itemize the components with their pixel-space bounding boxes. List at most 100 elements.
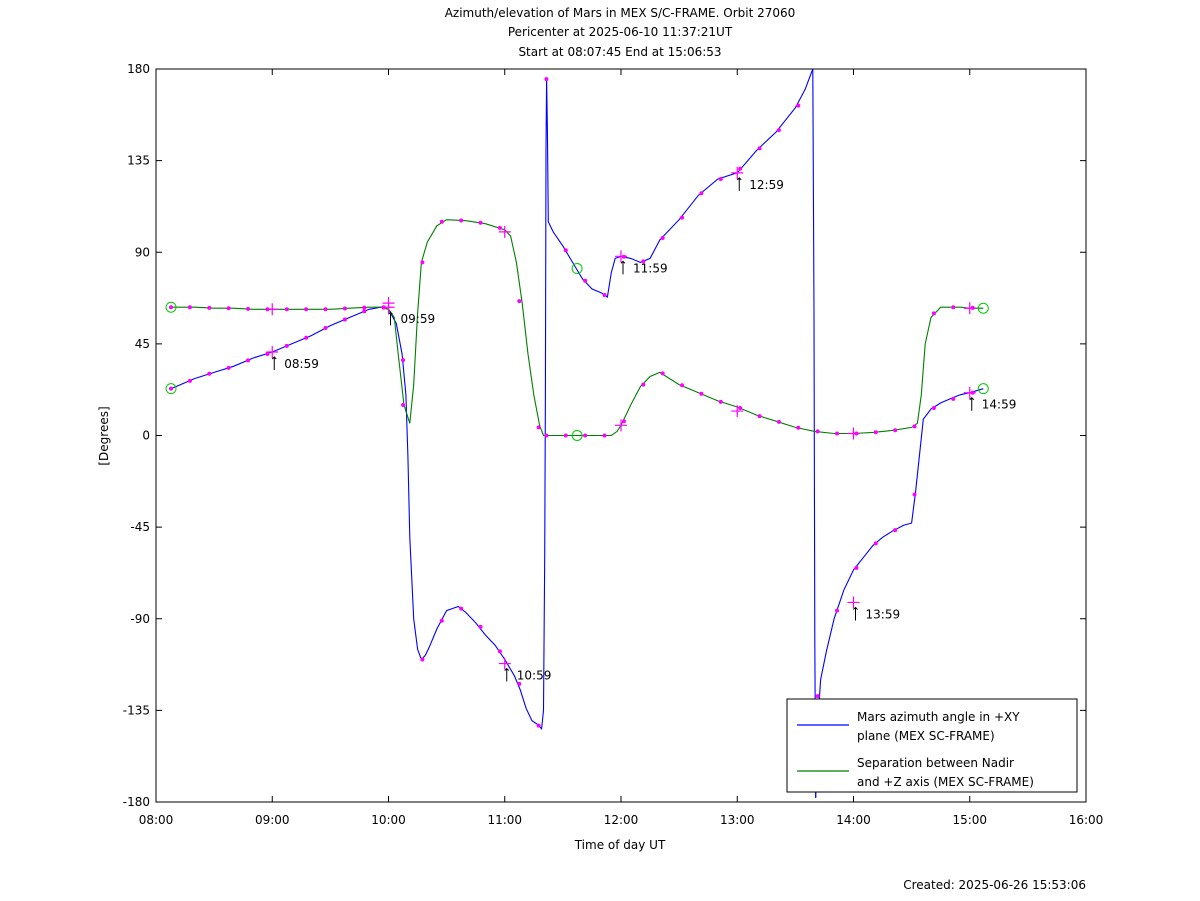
- series-1-point: [951, 396, 956, 401]
- series-2-point: [621, 419, 626, 424]
- series-2-point: [738, 406, 743, 411]
- time-annotation-arrow: [969, 397, 975, 411]
- x-tick-label: 12:00: [604, 813, 639, 827]
- series-1-point: [323, 325, 328, 330]
- end-marker: [977, 302, 989, 314]
- series-line-1: [815, 388, 984, 798]
- created-footer: Created: 2025-06-26 15:53:06: [903, 878, 1086, 892]
- series-1-point: [931, 406, 936, 411]
- x-tick-label: 08:00: [139, 813, 174, 827]
- series-2-point: [951, 305, 956, 310]
- series-2-hour-cross: [266, 303, 279, 316]
- series-1-point: [583, 278, 588, 283]
- series-2-point: [660, 371, 665, 376]
- series-2-point: [815, 429, 820, 434]
- time-annotation-arrow: [620, 260, 626, 275]
- x-tick-label: 16:00: [1069, 813, 1104, 827]
- series-1-point: [226, 365, 231, 370]
- series-1-point: [912, 492, 917, 497]
- y-tick-label: -135: [123, 703, 150, 717]
- series-2-point: [381, 305, 386, 310]
- series-1-point: [544, 77, 549, 82]
- series-1-point: [815, 694, 820, 699]
- series-2-point: [497, 225, 502, 230]
- pericenter-marker: [571, 263, 583, 275]
- series-1-point: [796, 103, 801, 108]
- series-2-point: [478, 220, 483, 225]
- series-2-point: [342, 306, 347, 311]
- series-1-point: [536, 723, 541, 728]
- series-2-point: [284, 307, 289, 312]
- series-2-point: [362, 305, 367, 310]
- legend-label-1: plane (MEX SC-FRAME): [857, 729, 995, 743]
- series-1-hour-cross: [498, 657, 511, 670]
- series-2-point: [893, 428, 898, 433]
- series-2-point: [757, 414, 762, 419]
- series-2-point: [912, 424, 917, 429]
- series-2-hour-cross: [498, 225, 511, 238]
- series-1-point: [362, 309, 367, 314]
- series-line-1: [812, 68, 817, 798]
- y-tick-label: -90: [130, 612, 150, 626]
- series-1-point: [699, 191, 704, 196]
- series-2-point: [776, 419, 781, 424]
- series-2-hour-cross: [847, 427, 860, 440]
- plot-axes: 08:00 09:00 10:00 11:00 12:00 13:00 14:00 15:00…: [123, 62, 1104, 827]
- series-1-point: [563, 248, 568, 253]
- series-2-point: [873, 430, 878, 435]
- series-1-point: [265, 352, 270, 357]
- series-1-hour-cross: [731, 166, 744, 179]
- series-2-point: [187, 305, 192, 310]
- time-annotation-label: 14:59: [982, 398, 1017, 412]
- x-tick-label: 14:00: [836, 813, 871, 827]
- y-axis-label: [Degrees]: [97, 406, 111, 465]
- series-1-hour-cross: [615, 250, 627, 263]
- y-tick-label: -45: [130, 520, 150, 534]
- series-2-point: [641, 382, 646, 387]
- x-tick-label: 09:00: [255, 813, 290, 827]
- series-2-hour-cross: [731, 405, 744, 418]
- series-2-point: [169, 305, 174, 310]
- time-annotation-arrow: [271, 356, 277, 371]
- series-2-point: [207, 305, 212, 310]
- time-annotation-label: 11:59: [633, 261, 668, 275]
- x-tick-label: 10:00: [371, 813, 406, 827]
- title-line-1: Azimuth/elevation of Mars in MEX S/C-FRA…: [445, 6, 796, 20]
- series-2-hour-cross: [615, 419, 627, 432]
- series-1-point: [207, 371, 212, 376]
- series-1-hour-cross: [266, 346, 279, 359]
- series-2-point: [544, 433, 549, 438]
- series-2-point: [536, 425, 541, 430]
- series-1-point: [873, 541, 878, 546]
- series-1-point: [246, 358, 251, 363]
- end-marker: [977, 383, 989, 395]
- y-tick-label: 180: [127, 62, 150, 76]
- series-line-2: [171, 219, 984, 437]
- series-1-point: [893, 528, 898, 533]
- legend-label-2: and +Z axis (MEX SC-FRAME): [857, 775, 1034, 789]
- time-annotation-label: 13:59: [866, 607, 901, 621]
- y-tick-label: -180: [123, 795, 150, 809]
- series-1-point: [680, 215, 685, 220]
- series-1-point: [517, 681, 522, 686]
- x-axis-label: Time of day UT: [574, 838, 666, 852]
- series-1-point: [187, 378, 192, 383]
- series-2-point: [680, 383, 685, 388]
- series-1-point: [738, 166, 743, 171]
- series-1-point: [342, 317, 347, 322]
- series-1-point: [718, 176, 723, 181]
- series-2-hour-cross: [382, 297, 395, 310]
- series-1-point: [602, 293, 607, 298]
- time-annotation-label: 12:59: [749, 178, 784, 192]
- y-tick-label: 0: [142, 429, 150, 443]
- time-annotation-arrow: [504, 667, 510, 682]
- legend-box: [786, 698, 1078, 793]
- series-1-point: [835, 608, 840, 613]
- series-line-1: [170, 68, 814, 730]
- series-2-point: [563, 433, 568, 438]
- series-1-point: [854, 565, 859, 570]
- series-2-point: [602, 433, 607, 438]
- start-marker: [165, 383, 177, 395]
- y-tick-label: 45: [135, 337, 150, 351]
